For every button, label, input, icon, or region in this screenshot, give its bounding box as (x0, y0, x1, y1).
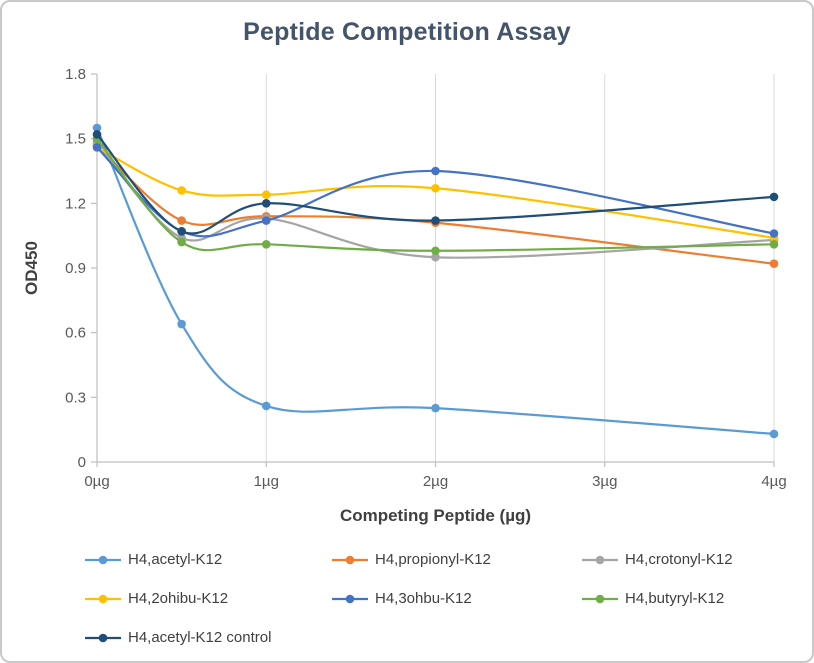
series-line-h4-propionyl-k12 (95, 144, 776, 265)
data-point-marker (431, 166, 440, 176)
legend-marker-icon (85, 633, 121, 642)
series-h4-butyryl-k12 (92, 134, 779, 256)
data-point-marker (431, 216, 440, 225)
legend-item: H4,crotonyl-K12 (582, 551, 733, 568)
y-tick-label: 0 (78, 454, 86, 471)
data-point-marker (431, 246, 440, 256)
data-point-marker (431, 252, 440, 262)
y-tick-label: 0.6 (65, 325, 86, 342)
legend-marker-icon (85, 555, 121, 564)
legend-item: H4,acetyl-K12 control (85, 629, 332, 646)
data-point-marker (177, 319, 186, 329)
legend-label: H4,acetyl-K12 (128, 551, 223, 568)
data-point-marker (92, 123, 102, 133)
data-point-marker (92, 142, 102, 152)
data-point-marker (261, 190, 271, 200)
data-point-marker (177, 216, 186, 225)
y-tick-label: 1.5 (65, 131, 86, 148)
legend-item: H4,butyryl-K12 (582, 590, 733, 607)
x-tick-label: 2µg (423, 473, 448, 490)
x-tick-label: 0µg (84, 473, 109, 490)
data-point-marker (431, 183, 440, 193)
legend-label: H4,butyryl-K12 (625, 590, 725, 607)
legend-marker-icon (582, 594, 618, 603)
series-line-h4-crotonyl-k12 (95, 141, 776, 259)
y-tick-label: 1.8 (65, 66, 86, 83)
y-tick-label: 1.2 (65, 195, 86, 212)
chart-legend: H4,acetyl-K12 H4,propionyl-K12 H4,crotonyl… (85, 540, 733, 657)
legend-label: H4,propionyl-K12 (375, 551, 491, 568)
series-line-h4-acetyl-k12-control (95, 133, 776, 235)
series-h4-acetyl-k12-control (92, 130, 779, 236)
data-point-marker (177, 186, 186, 195)
legend-item: H4,2ohibu-K12 (85, 590, 332, 607)
x-tick-label: 4µg (761, 473, 786, 490)
series-line-h4-butyryl-k12 (95, 137, 776, 252)
line-chart-plot-area: 0 0.3 0.6 0.9 1.2 1.5 1.8 0µg 1µg 2µg 3µg 4µg (65, 66, 787, 490)
data-point-marker (431, 403, 440, 413)
legend-marker-icon (85, 594, 121, 603)
x-axis-title: Competing Peptide (µg) (339, 506, 532, 525)
legend-label: H4,acetyl-K12 control (128, 629, 272, 646)
data-point-marker (769, 429, 779, 439)
data-point-marker (92, 130, 102, 139)
legend-item: H4,propionyl-K12 (332, 551, 582, 568)
data-point-marker (177, 227, 186, 236)
legend-label: H4,3ohbu-K12 (375, 590, 472, 607)
data-point-marker (261, 401, 271, 411)
series-h4-acetyl-k12 (92, 123, 779, 439)
data-point-marker (769, 192, 779, 202)
y-tick-label: 0.9 (65, 260, 86, 277)
data-point-marker (177, 237, 186, 247)
series-line-h4-2ohibu-k12 (95, 146, 776, 239)
legend-label: H4,2ohibu-K12 (128, 590, 229, 607)
y-tick-label: 0.3 (65, 389, 86, 406)
data-point-marker (769, 229, 779, 238)
data-point-marker (261, 216, 271, 225)
legend-marker-icon (332, 555, 368, 564)
legend-marker-icon (582, 555, 618, 564)
y-axis-title: OD450 (22, 241, 41, 295)
x-tick-label: 3µg (592, 473, 617, 490)
data-point-marker (261, 239, 271, 249)
legend-item: H4,3ohbu-K12 (332, 590, 582, 607)
legend-label: H4,crotonyl-K12 (625, 551, 733, 568)
data-point-marker (769, 259, 779, 268)
data-point-marker (769, 239, 779, 249)
series-line-h4-acetyl-k12 (95, 126, 776, 436)
legend-marker-icon (332, 594, 368, 603)
legend-item: H4,acetyl-K12 (85, 551, 332, 568)
x-tick-label: 1µg (254, 473, 279, 490)
chart-title: Peptide Competition Assay (243, 18, 571, 46)
data-point-marker (261, 199, 271, 208)
